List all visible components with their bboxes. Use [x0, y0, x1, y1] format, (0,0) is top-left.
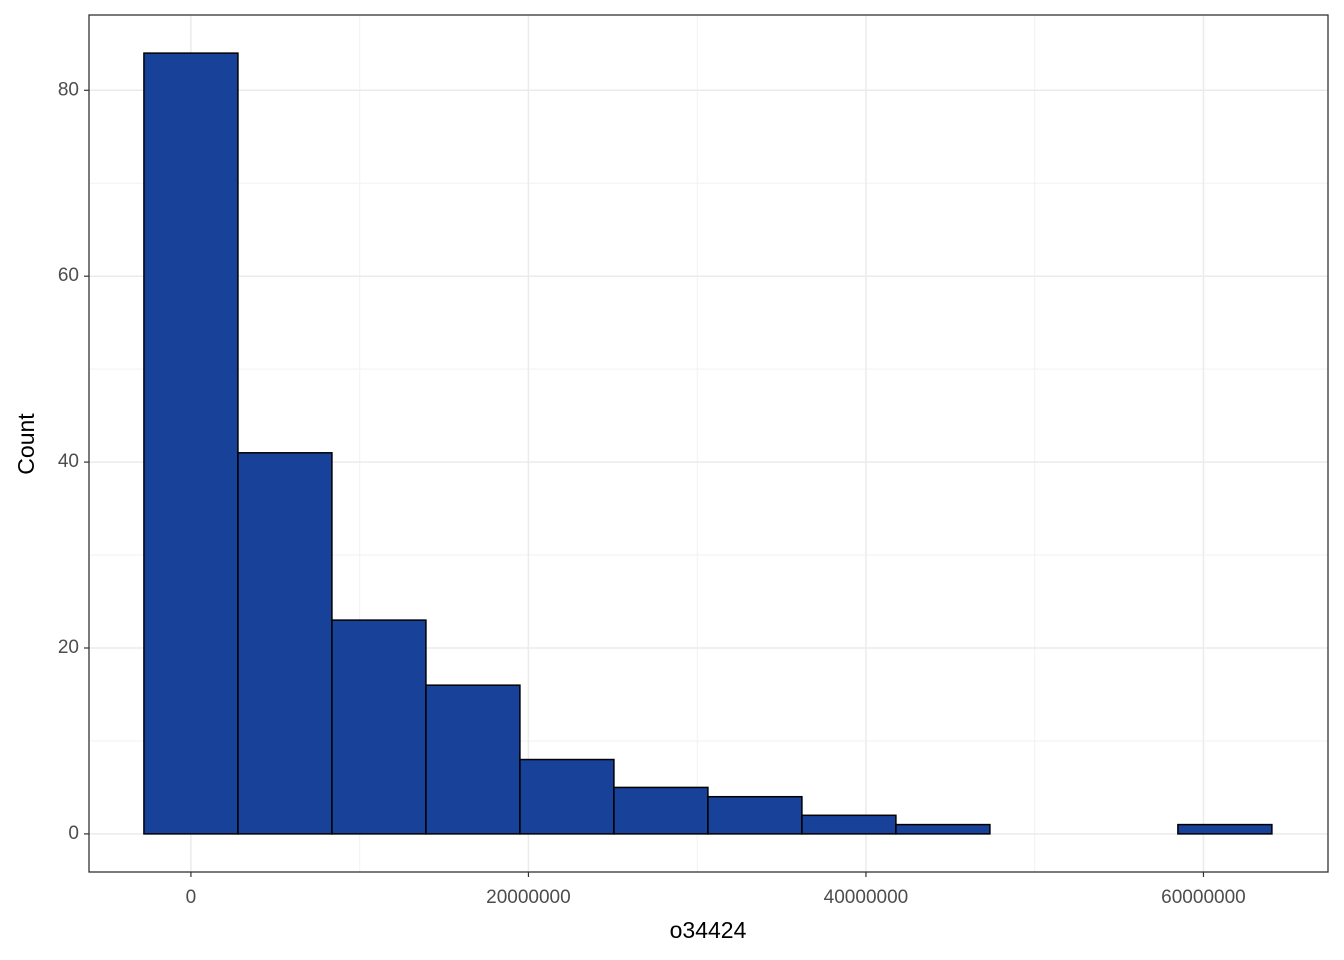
- bar: [331, 619, 427, 835]
- bar: [801, 814, 897, 835]
- x-tick-label: 60000000: [1161, 887, 1246, 908]
- x-axis-title: o34424: [670, 917, 747, 943]
- bar: [1177, 823, 1273, 835]
- y-tick-label: 40: [58, 451, 79, 472]
- panel-border: [88, 14, 1329, 873]
- bar: [143, 52, 239, 835]
- x-tick-label: 40000000: [824, 887, 909, 908]
- y-tick-label: 80: [58, 79, 79, 100]
- bar: [613, 786, 709, 835]
- y-tick-label: 60: [58, 265, 79, 286]
- y-axis-title: Count: [13, 413, 39, 475]
- y-tick-label: 20: [58, 637, 79, 658]
- x-tick-label: 0: [186, 887, 197, 908]
- bar: [237, 452, 333, 835]
- bar: [707, 795, 803, 835]
- bar: [895, 823, 991, 835]
- bar: [519, 758, 615, 835]
- x-tick-label: 20000000: [486, 887, 571, 908]
- y-tick-label: 0: [68, 823, 79, 844]
- bar: [425, 684, 521, 835]
